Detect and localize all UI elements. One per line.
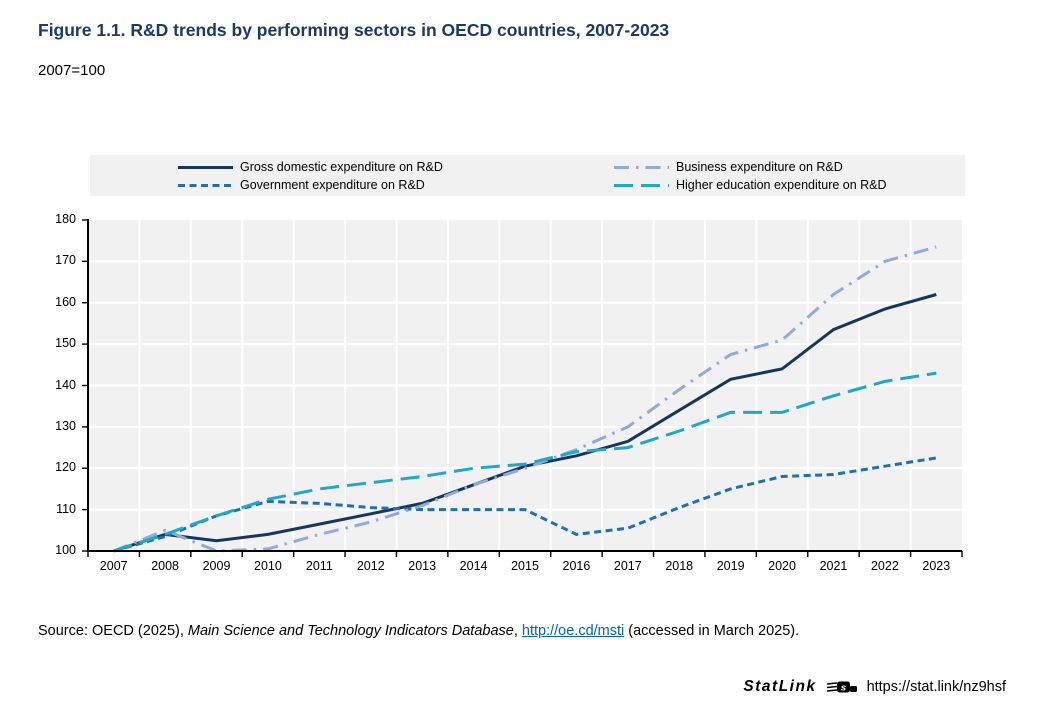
legend-line-sample — [614, 165, 669, 169]
statlink-url[interactable]: https://stat.link/nz9hsf — [866, 679, 1006, 695]
y-axis-label: 100 — [55, 543, 76, 557]
x-axis-label: 2017 — [613, 559, 642, 573]
series-line — [113, 371, 937, 553]
y-axis-label: 120 — [55, 460, 76, 475]
x-axis-label: 2012 — [356, 559, 385, 573]
x-axis-label: 2016 — [562, 559, 591, 573]
legend-label: Gross domestic expenditure on R&D — [240, 160, 443, 174]
y-axis-label: 140 — [55, 377, 76, 392]
x-axis-label: 2015 — [511, 559, 539, 573]
x-axis-label: 2011 — [305, 559, 333, 573]
statlink-icon: s — [826, 681, 857, 694]
figure-title: Figure 1.1. R&D trends by performing sec… — [38, 20, 670, 40]
statlink-label: StatLink — [743, 678, 817, 695]
x-axis-label: 2010 — [254, 559, 282, 573]
chart-legend: Gross domestic expenditure on R&D Governm… — [90, 155, 965, 196]
plot-svg — [82, 219, 963, 557]
y-axis-label: 160 — [55, 294, 76, 309]
y-axis-label: 150 — [55, 336, 76, 351]
x-axis-label: 2022 — [870, 559, 899, 573]
source-note: Source: OECD (2025), Main Science and Te… — [38, 623, 1018, 639]
legend-item: Higher education expenditure on R&D — [614, 177, 887, 193]
x-axis-label: 2014 — [459, 559, 488, 573]
x-axis-label: 2013 — [408, 559, 437, 573]
source-link[interactable]: http://oe.cd/msti — [521, 623, 625, 639]
legend-label: Government expenditure on R&D — [240, 178, 425, 192]
svg-text:s: s — [840, 683, 845, 694]
legend-line-sample — [178, 183, 233, 187]
legend-item: Gross domestic expenditure on R&D — [178, 159, 443, 175]
y-axis-label: 110 — [56, 501, 76, 516]
source-mid: , — [513, 623, 522, 639]
y-axis-label: 180 — [55, 212, 76, 226]
x-axis-label: 2023 — [922, 559, 951, 573]
x-axis-label: 2009 — [202, 559, 231, 573]
legend-label: Higher education expenditure on R&D — [676, 178, 887, 192]
x-axis-label: 2019 — [716, 559, 745, 573]
y-axis-label: 130 — [55, 418, 76, 433]
legend-label: Business expenditure on R&D — [676, 160, 843, 174]
x-axis-label: 2020 — [768, 559, 796, 573]
legend-line-sample — [614, 183, 669, 187]
x-axis-label: 2008 — [151, 559, 180, 573]
x-axis-label: 2007 — [99, 559, 128, 573]
legend-line-sample — [178, 165, 233, 169]
source-prefix: Source: OECD (2025), — [38, 623, 188, 639]
x-axis-label: 2021 — [819, 559, 848, 573]
statlink: StatLink s https://stat.link/nz9hsf — [743, 678, 1006, 696]
y-axis-label: 170 — [55, 253, 76, 268]
x-axis-label: 2018 — [665, 559, 694, 573]
figure-subtitle: 2007=100 — [38, 62, 106, 79]
series-line — [113, 293, 937, 553]
source-suffix: (accessed in March 2025). — [624, 623, 800, 639]
legend-item: Government expenditure on R&D — [178, 177, 425, 193]
series-line — [113, 245, 937, 553]
source-database-name: Main Science and Technology Indicators D… — [187, 623, 514, 639]
legend-item: Business expenditure on R&D — [614, 159, 843, 175]
